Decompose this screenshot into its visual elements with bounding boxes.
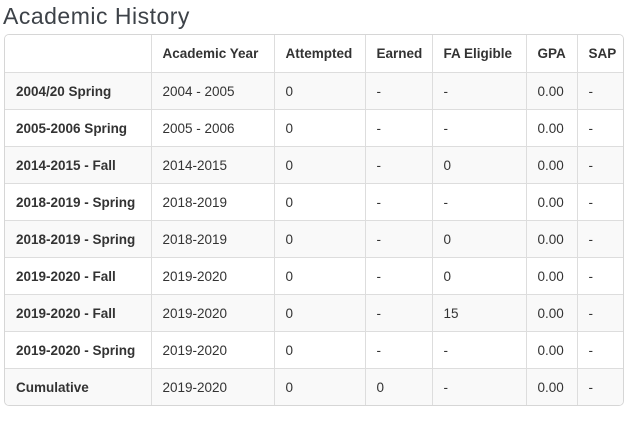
cell-gpa: 0.00 bbox=[526, 220, 578, 258]
cell-fa-eligible: - bbox=[432, 368, 527, 405]
table-header-row: Academic Year Attempted Earned FA Eligible G… bbox=[5, 35, 623, 73]
cell-earned: - bbox=[365, 257, 433, 295]
row-label-cell: 2014-2015 - Fall bbox=[5, 146, 152, 184]
cell-sap: - bbox=[577, 72, 623, 110]
cell-sap: - bbox=[577, 183, 623, 221]
cell-fa-eligible: - bbox=[432, 183, 527, 221]
cell-sap: - bbox=[588, 379, 594, 395]
row-label-cell: 2004/20 Spring bbox=[5, 72, 152, 110]
academic-history-table: Academic Year Attempted Earned FA Eligible G… bbox=[5, 35, 623, 405]
cell-academic-year: 2019-2020 bbox=[151, 331, 275, 369]
row-label-cell: 2019-2020 - Fall bbox=[5, 257, 152, 295]
table-header: Academic Year Attempted Earned FA Eligible G… bbox=[5, 35, 623, 73]
cell-earned: - bbox=[365, 294, 433, 332]
table-row: 2018-2019 - Spring 2018-2019 0-0 0.00- bbox=[5, 220, 623, 258]
table-row: 2019-2020 - Fall 2019-2020 0-15 0.00- bbox=[5, 294, 623, 332]
column-header-academic-year: Academic Year bbox=[151, 35, 275, 73]
cell-attempted: 0 bbox=[274, 146, 366, 184]
cell-gpa: 0.00 bbox=[526, 257, 578, 295]
cell-gpa: 0.00 bbox=[526, 109, 578, 147]
table-row: Cumulative 2019-2020 0 0-0.00- bbox=[5, 368, 623, 405]
cell-attempted: 0 bbox=[274, 331, 366, 369]
cell-academic-year: 2019-2020 bbox=[151, 257, 275, 295]
cell-academic-year: 2014-2015 bbox=[151, 146, 275, 184]
cell-academic-year: 2004 - 2005 bbox=[151, 72, 275, 110]
cell-gpa: 0.00 bbox=[526, 183, 578, 221]
cell-fa-eligible: 0 bbox=[432, 146, 527, 184]
cell-earned: - bbox=[365, 220, 433, 258]
cell-earned: - bbox=[365, 146, 433, 184]
cell-attempted: 0 bbox=[274, 220, 366, 258]
cell-earned: 0 bbox=[365, 368, 433, 405]
cell-gpa: 0.00 bbox=[526, 294, 578, 332]
column-header-fa-eligible: FA Eligible bbox=[432, 35, 527, 73]
cell-academic-year: 2018-2019 bbox=[151, 183, 275, 221]
cell-earned: - bbox=[365, 72, 433, 110]
table-row: 2018-2019 - Spring 2018-2019 0- -0.00- bbox=[5, 183, 623, 221]
row-label-cell: Cumulative bbox=[5, 368, 152, 405]
cell-fa-eligible: - bbox=[432, 109, 527, 147]
cell-sap: - bbox=[577, 109, 623, 147]
row-label-cell: 2019-2020 - Spring bbox=[5, 331, 152, 369]
column-header-attempted: Attempted bbox=[274, 35, 366, 73]
cell-attempted: 0 bbox=[274, 109, 366, 147]
cell-attempted: 0 bbox=[274, 72, 366, 110]
cell-fa-eligible: 15 bbox=[432, 294, 527, 332]
table-row: 2014-2015 - Fall 2014-2015 0-0 0.00- bbox=[5, 146, 623, 184]
cell-sap: - bbox=[577, 257, 623, 295]
cell-sap: - bbox=[577, 331, 623, 369]
cell-earned: - bbox=[365, 183, 433, 221]
cell-attempted: 0 bbox=[274, 257, 366, 295]
cell-attempted: 0 bbox=[274, 183, 366, 221]
cell-academic-year: 2018-2019 bbox=[151, 220, 275, 258]
cell-academic-year: 2019-2020 bbox=[151, 368, 275, 405]
cell-attempted: 0 bbox=[274, 294, 366, 332]
cell-fa-eligible: 0 bbox=[432, 220, 527, 258]
cell-attempted: 0 bbox=[274, 368, 366, 405]
column-header-gpa: GPA bbox=[526, 35, 578, 73]
table-row: 2019-2020 - Spring 2019-2020 0- -0.00- bbox=[5, 331, 623, 369]
cell-fa-eligible: - bbox=[432, 72, 527, 110]
cell-fa-eligible: - bbox=[432, 331, 527, 369]
cell-gpa: 0.00 bbox=[526, 331, 578, 369]
cell-academic-year: 2005 - 2006 bbox=[151, 109, 275, 147]
row-label-cell: 2018-2019 - Spring bbox=[5, 183, 152, 221]
row-label-cell: 2005-2006 Spring bbox=[5, 109, 152, 147]
cell-gpa: 0.00 bbox=[526, 368, 578, 405]
cell-sap: - bbox=[577, 220, 623, 258]
academic-history-table-container: Academic Year Attempted Earned FA Eligible G… bbox=[4, 34, 624, 406]
cell-gpa: 0.00 bbox=[526, 146, 578, 184]
column-header-earned: Earned bbox=[365, 35, 433, 73]
table-row: 2004/20 Spring 2004 - 2005 0- -0.00- bbox=[5, 72, 623, 110]
cell-fa-eligible: 0 bbox=[432, 257, 527, 295]
row-label-cell: 2018-2019 - Spring bbox=[5, 220, 152, 258]
cell-earned: - bbox=[365, 331, 433, 369]
table-body: 2004/20 Spring 2004 - 2005 0- -0.00-2005-20… bbox=[5, 72, 623, 405]
table-row: 2019-2020 - Fall 2019-2020 0-0 0.00- bbox=[5, 257, 623, 295]
cell-sap: - bbox=[577, 294, 623, 332]
cell-gpa: 0.00 bbox=[526, 72, 578, 110]
row-label-cell: 2019-2020 - Fall bbox=[5, 294, 152, 332]
table-row: 2005-2006 Spring 2005 - 2006 0- -0.00- bbox=[5, 109, 623, 147]
column-header-term bbox=[5, 35, 152, 73]
cell-academic-year: 2019-2020 bbox=[151, 294, 275, 332]
cell-sap: - bbox=[577, 146, 623, 184]
page-title: Academic History bbox=[3, 3, 190, 29]
cell-earned: - bbox=[365, 109, 433, 147]
column-header-sap: SAP bbox=[577, 35, 623, 73]
